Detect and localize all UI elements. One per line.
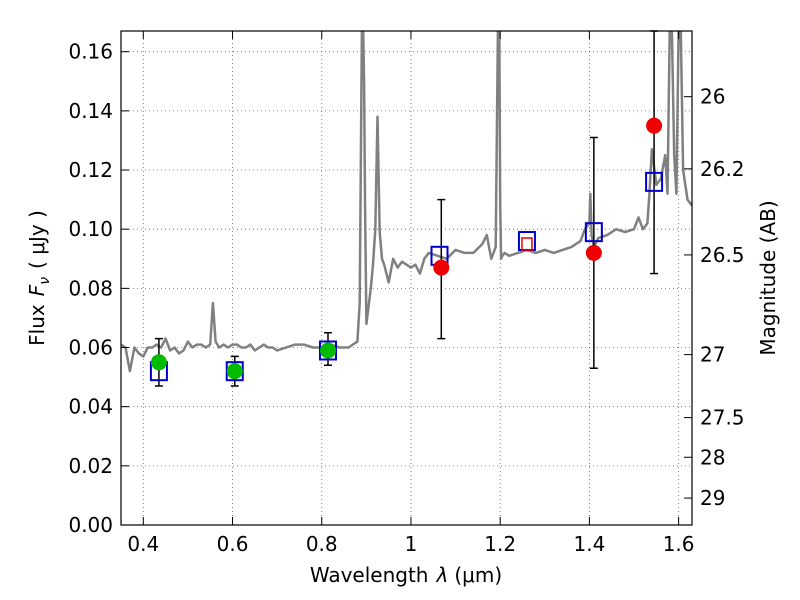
y-tick-label: 0.04	[68, 395, 113, 419]
model-spectrum-line	[121, 31, 692, 373]
ticks-layer: 0.4 0.6 0.8 1 1.2 1.4 1.6 0.00 0.02 0.04 0.06 0.08 0…	[68, 31, 745, 556]
red-square-marker	[521, 237, 533, 251]
green-photometry-point	[150, 354, 167, 371]
y-tick-label: 0.06	[68, 336, 113, 360]
red-photometry-point	[433, 259, 450, 276]
y-axis-label: FluxFν( μJy )	[25, 210, 53, 346]
y-tick-label: 0.10	[68, 217, 113, 241]
right-axis-tick-label: 26.5	[700, 243, 745, 267]
y-tick-label: 0.00	[68, 513, 113, 537]
x-tick-label: 0.6	[217, 532, 249, 556]
y-tick-label: 0.16	[68, 40, 113, 64]
right-axis-tick-label: 28	[700, 445, 725, 469]
grid-layer	[121, 31, 692, 526]
model-band-square	[584, 222, 603, 243]
x-tick-label: 0.4	[127, 532, 159, 556]
x-tick-label: 1.4	[573, 532, 605, 556]
green-photometry-point	[319, 342, 336, 359]
model-spectrum-layer	[121, 31, 692, 373]
y-tick-label: 0.14	[68, 99, 113, 123]
right-axis-tick-label: 26.2	[700, 157, 745, 181]
red-photometry-point	[646, 117, 663, 134]
x-tick-label: 1	[405, 532, 418, 556]
right-axis-tick-label: 29	[700, 486, 725, 510]
points-layer	[149, 30, 664, 387]
x-tick-label: 0.8	[306, 532, 338, 556]
x-tick-label: 1.6	[663, 532, 695, 556]
right-axis-tick-label: 27	[700, 343, 725, 367]
model-band-square	[645, 171, 664, 192]
x-tick-label: 1.2	[484, 532, 516, 556]
red-photometry-point	[585, 244, 602, 261]
right-axis-tick-label: 27.5	[700, 406, 745, 430]
plot-frame	[120, 30, 693, 526]
x-axis-label: Wavelength λ (μm)	[310, 563, 502, 587]
right-axis-tick-label: 26	[700, 85, 725, 109]
y-tick-label: 0.12	[68, 158, 113, 182]
y-tick-label: 0.08	[68, 276, 113, 300]
right-axis-label: Magnitude (AB)	[756, 200, 780, 355]
green-photometry-point	[226, 363, 243, 380]
y-tick-label: 0.02	[68, 454, 113, 478]
